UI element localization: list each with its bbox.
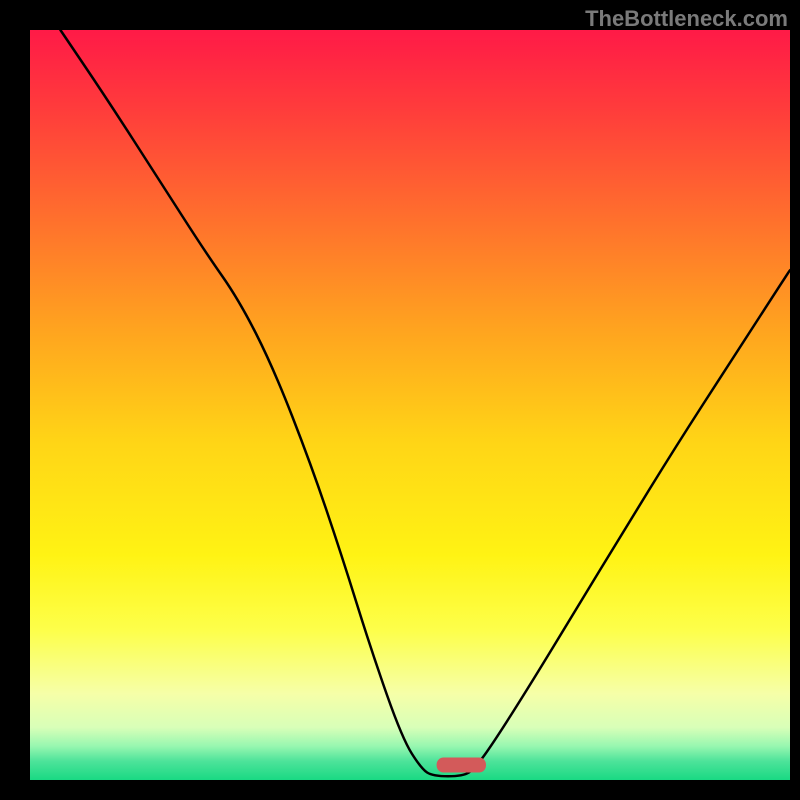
- optimal-zone-marker: [437, 758, 486, 773]
- bottleneck-chart: [0, 0, 800, 800]
- plot-background-gradient: [30, 30, 790, 780]
- watermark-text: TheBottleneck.com: [585, 6, 788, 32]
- chart-frame: TheBottleneck.com: [0, 0, 800, 800]
